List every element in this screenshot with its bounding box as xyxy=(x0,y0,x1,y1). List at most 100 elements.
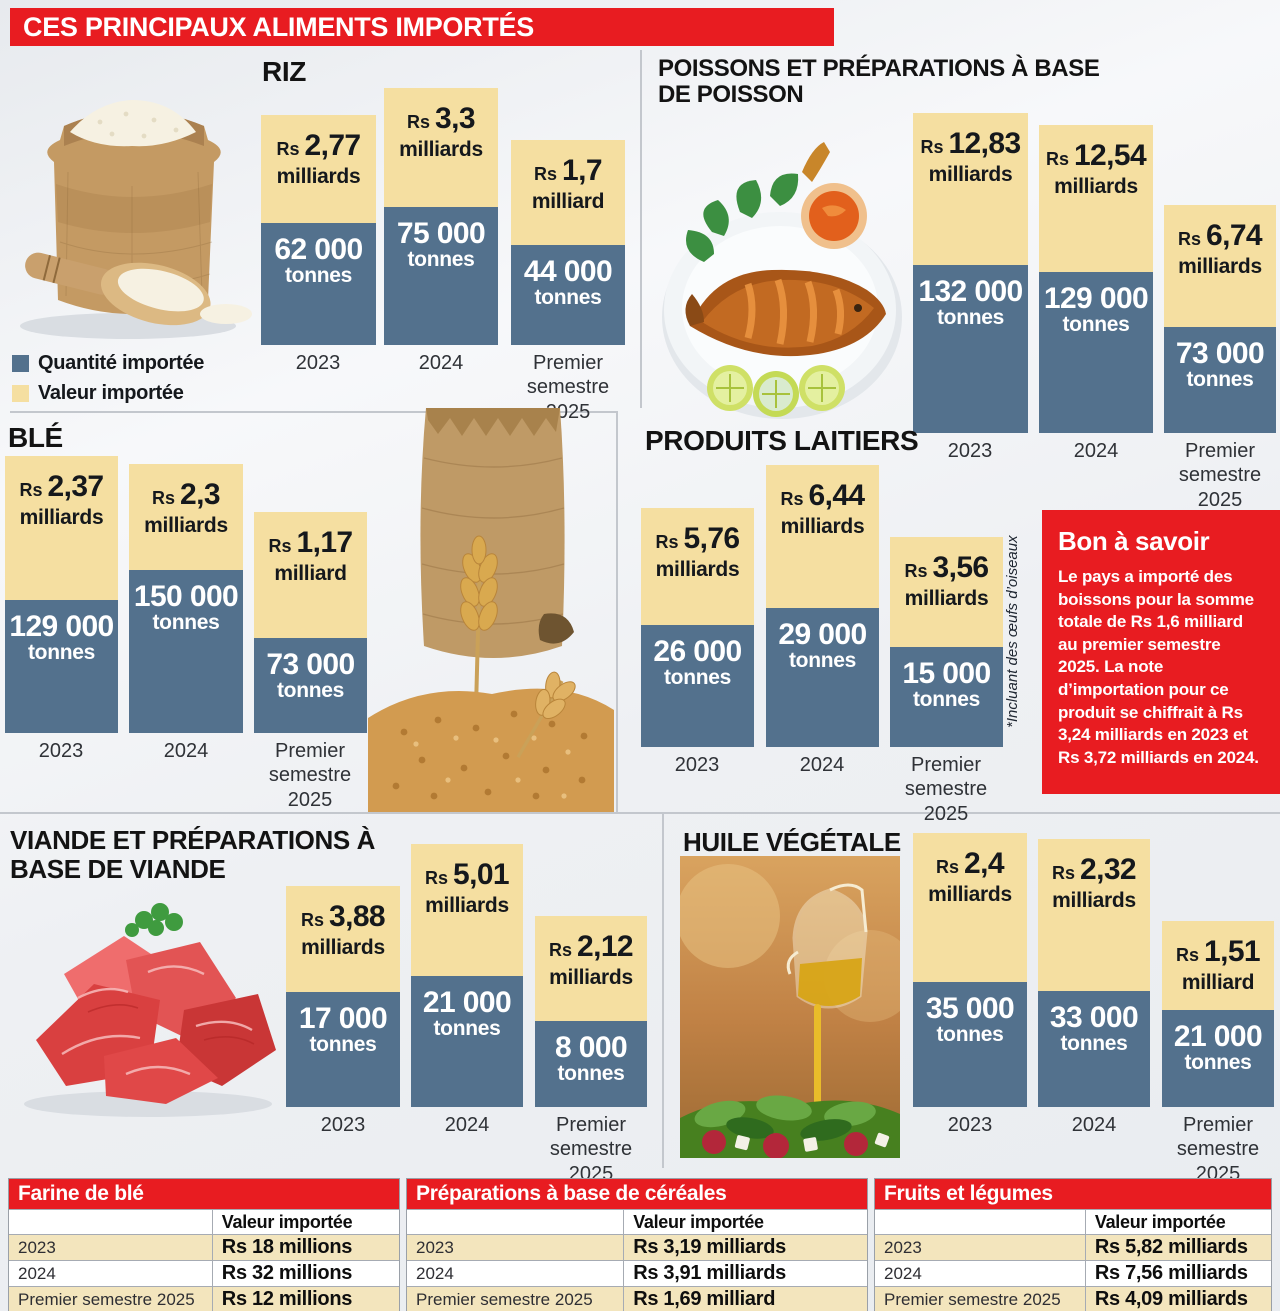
quantity-label: 15 000 tonnes xyxy=(902,657,991,711)
value-label: Rs 3,88 milliards xyxy=(300,900,386,959)
table-row: Premier semestre 2025 Rs 1,69 milliard xyxy=(407,1286,867,1311)
viande-bar-2024: Rs 5,01 milliards 21 000 tonnes xyxy=(411,844,523,1107)
year-label: Premier semestre 2025 xyxy=(904,754,988,825)
value-segment: Rs 3,3 milliards xyxy=(384,88,498,207)
year-label: 2024 xyxy=(163,740,209,762)
value-label: Rs 5,01 milliards xyxy=(424,858,510,917)
quantity-label: 132 000 tonnes xyxy=(918,275,1023,329)
quantity-label: 35 000 tonnes xyxy=(925,992,1015,1046)
quantity-segment: 73 000 tonnes xyxy=(254,638,367,733)
table-header-value: Valeur importée xyxy=(623,1210,867,1235)
value-segment: Rs 5,76 milliards xyxy=(641,508,754,625)
table-row: 2023 Rs 3,19 milliards xyxy=(407,1234,867,1260)
laitiers-bar-2025: Rs 3,56 milliards 15 000 tonnes xyxy=(890,537,1003,747)
quantity-segment: 21 000 tonnes xyxy=(411,976,523,1107)
value-label: Rs 3,56 milliards xyxy=(904,551,989,610)
table-row: 2023 Rs 18 millions xyxy=(9,1234,399,1260)
value-label: Rs 2,77 milliards xyxy=(276,129,361,188)
quantity-segment: 8 000 tonnes xyxy=(535,1021,647,1107)
viande-bar-2025: Rs 2,12 milliards 8 000 tonnes xyxy=(535,916,647,1107)
table-header-row: Valeur importée xyxy=(9,1209,399,1235)
value-label: Rs 2,32 milliards xyxy=(1051,853,1137,912)
huile-bar-2025: Rs 1,51 milliard 21 000 tonnes xyxy=(1162,921,1274,1107)
poissons-bar-2023: Rs 12,83 milliards 132 000 tonnes xyxy=(913,113,1028,433)
table-row: Premier semestre 2025 Rs 12 millions xyxy=(9,1286,399,1311)
section-title-riz: RIZ xyxy=(262,56,306,87)
riz-bar-2025: Rs 1,7 milliard 44 000 tonnes xyxy=(511,140,625,345)
table-header-empty xyxy=(875,1210,1085,1235)
divider-vertical-bottom xyxy=(662,812,664,1168)
table-header-value: Valeur importée xyxy=(211,1210,399,1235)
divider-vertical-middle xyxy=(616,411,618,812)
section-title-laitiers: PRODUITS LAITIERS xyxy=(645,425,919,456)
table-title: Préparations à base de céréales xyxy=(407,1179,867,1209)
quantity-segment: 35 000 tonnes xyxy=(913,982,1027,1107)
table-title: Fruits et légumes xyxy=(875,1179,1271,1209)
year-label: 2023 xyxy=(295,352,341,374)
section-title-viande: VIANDE ET PRÉPARATIONS À BASE DE VIANDE xyxy=(10,825,376,884)
table-row: 2024 Rs 3,91 milliards xyxy=(407,1260,867,1286)
value-segment: Rs 6,44 milliards xyxy=(766,465,879,608)
quantity-label: 62 000 tonnes xyxy=(274,233,363,287)
divider-vertical-top xyxy=(640,50,642,408)
quantity-segment: 26 000 tonnes xyxy=(641,625,754,747)
value-label: Rs 2,12 milliards xyxy=(548,930,634,989)
value-label: Rs 2,3 milliards xyxy=(144,478,228,537)
year-label: 2024 xyxy=(1071,1114,1117,1136)
value-label: Rs 5,76 milliards xyxy=(655,522,740,581)
quantity-label: 129 000 tonnes xyxy=(1043,282,1149,336)
year-label: Premier semestre 2025 xyxy=(549,1114,633,1185)
quantity-swatch-icon xyxy=(12,355,29,372)
quantity-segment: 132 000 tonnes xyxy=(913,265,1028,433)
laitiers-bar-2023: Rs 5,76 milliards 26 000 tonnes xyxy=(641,508,754,747)
wheat-sack-illustration xyxy=(368,408,614,812)
dairy-footnote: *Incluant des œufs d’oiseaux xyxy=(1004,535,1021,729)
value-segment: Rs 2,4 milliards xyxy=(913,833,1027,982)
year-label: 2024 xyxy=(1073,440,1119,462)
value-label: Rs 1,51 milliard xyxy=(1175,935,1261,994)
value-label: Rs 2,4 milliards xyxy=(928,847,1012,906)
quantity-segment: 62 000 tonnes xyxy=(261,223,376,345)
note-box-body: Le pays a importé des boissons pour la s… xyxy=(1058,567,1259,767)
value-segment: Rs 1,17 milliard xyxy=(254,512,367,638)
quantity-label: 29 000 tonnes xyxy=(778,618,867,672)
year-label: 2023 xyxy=(947,1114,993,1136)
note-box-title: Bon à savoir xyxy=(1058,526,1210,556)
section-title-poissons: POISSONS ET PRÉPARATIONS À BASE DE POISS… xyxy=(658,55,1100,109)
year-label: Premier semestre 2025 xyxy=(1176,1114,1260,1185)
value-segment: Rs 2,37 milliards xyxy=(5,456,118,600)
table-title: Farine de blé xyxy=(9,1179,399,1209)
legend-item-quantity: Quantité importée xyxy=(12,352,204,375)
raw-meat-illustration xyxy=(24,903,276,1117)
year-label: Premier semestre 2025 xyxy=(268,740,352,811)
note-box: Bon à savoir Le pays a importé des boiss… xyxy=(1042,510,1280,794)
fried-fish-plate-photo xyxy=(652,112,907,430)
poissons-bar-2025: Rs 6,74 milliards 73 000 tonnes xyxy=(1164,205,1276,433)
section-title-ble: BLÉ xyxy=(8,422,63,453)
table-fruits-legumes: Fruits et légumes Valeur importée 2023 R… xyxy=(874,1178,1272,1311)
year-label: 2024 xyxy=(418,352,464,374)
value-segment: Rs 3,56 milliards xyxy=(890,537,1003,647)
quantity-label: 26 000 tonnes xyxy=(653,635,742,689)
divider-horizontal-left xyxy=(10,411,616,413)
huile-bar-2024: Rs 2,32 milliards 33 000 tonnes xyxy=(1038,839,1150,1107)
legend: Quantité importée Valeur importée xyxy=(12,352,204,412)
legend-item-value: Valeur importée xyxy=(12,382,204,405)
poissons-bar-2024: Rs 12,54 milliards 129 000 tonnes xyxy=(1039,125,1153,433)
laitiers-bar-2024: Rs 6,44 milliards 29 000 tonnes xyxy=(766,465,879,747)
table-row: 2023 Rs 5,82 milliards xyxy=(875,1234,1271,1260)
olive-oil-salad-photo xyxy=(680,856,900,1158)
ble-bar-2023: Rs 2,37 milliards 129 000 tonnes xyxy=(5,456,118,733)
legend-value-label: Valeur importée xyxy=(38,382,184,404)
quantity-label: 73 000 tonnes xyxy=(266,648,355,702)
quantity-segment: 44 000 tonnes xyxy=(511,245,625,345)
year-label: 2023 xyxy=(320,1114,366,1136)
quantity-label: 44 000 tonnes xyxy=(523,255,613,309)
quantity-segment: 15 000 tonnes xyxy=(890,647,1003,747)
table-farine-de-ble: Farine de blé Valeur importée 2023 Rs 18… xyxy=(8,1178,400,1311)
quantity-label: 129 000 tonnes xyxy=(9,610,114,664)
quantity-label: 73 000 tonnes xyxy=(1175,337,1265,391)
year-label: 2023 xyxy=(38,740,84,762)
year-label: 2024 xyxy=(444,1114,490,1136)
